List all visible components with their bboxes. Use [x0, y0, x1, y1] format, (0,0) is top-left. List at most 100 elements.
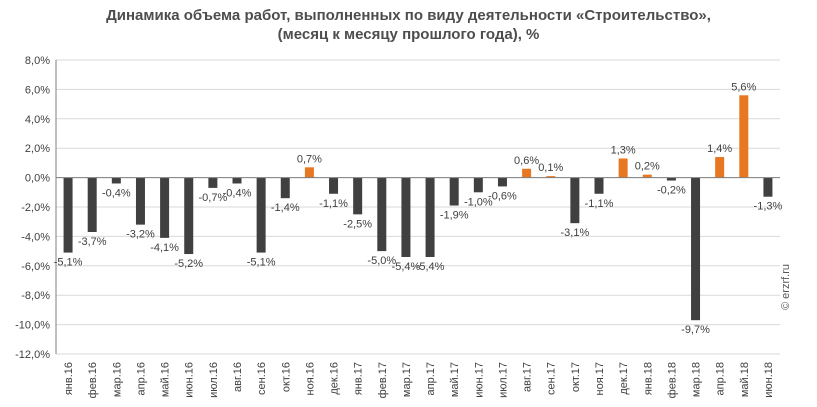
x-tick-label: июн.16	[184, 362, 196, 398]
value-label: -9,7%	[681, 324, 710, 336]
value-label: -5,1%	[247, 257, 276, 269]
x-tick-label: май.16	[160, 362, 172, 397]
y-tick-label: -6,0%	[21, 261, 50, 273]
value-label: -1,4%	[271, 202, 300, 214]
y-tick-label: -12,0%	[15, 349, 50, 361]
x-tick-label: окт.17	[570, 362, 582, 392]
bar	[425, 177, 435, 257]
value-label: 0,7%	[297, 153, 322, 165]
x-tick-label: ноя.16	[304, 362, 316, 395]
bar	[497, 177, 507, 187]
x-tick-label: дек.17	[618, 362, 630, 395]
value-label: 5,6%	[731, 81, 756, 93]
bar	[763, 177, 773, 197]
x-tick-label: сен.16	[256, 362, 268, 395]
chart-title-line-2: (месяц к месяцу прошлого года), %	[277, 26, 540, 43]
y-tick-label: -10,0%	[15, 320, 50, 332]
bar	[546, 176, 556, 178]
x-tick-label: янв.18	[642, 362, 654, 395]
bar	[135, 177, 145, 225]
x-tick-label: мар.16	[111, 362, 123, 397]
value-label: -5,4%	[416, 261, 445, 273]
value-label: -0,4%	[102, 187, 131, 199]
x-tick-label: фев.18	[666, 362, 678, 398]
chart-title: Динамика объема работ, выполненных по ви…	[0, 6, 817, 44]
bar	[184, 177, 194, 255]
value-label: -1,1%	[319, 198, 348, 210]
bar	[401, 177, 411, 257]
value-label: 1,4%	[707, 143, 732, 155]
value-label: -5,2%	[174, 258, 203, 270]
value-label: -1,9%	[440, 210, 469, 222]
y-tick-label: -8,0%	[21, 290, 50, 302]
bar	[618, 158, 628, 178]
value-label: -3,2%	[126, 229, 155, 241]
bar	[642, 174, 652, 178]
bar	[63, 177, 73, 253]
x-tick-label: авг.16	[232, 362, 244, 392]
x-tick-label: июн.17	[473, 362, 485, 398]
x-tick-label: ноя.17	[594, 362, 606, 395]
bar	[691, 177, 701, 321]
value-label: -0,7%	[198, 192, 227, 204]
value-label: 0,6%	[514, 155, 539, 167]
x-tick-label: сен.17	[546, 362, 558, 395]
bar	[715, 157, 725, 178]
bar	[304, 167, 314, 178]
y-tick-label: 0,0%	[25, 173, 50, 185]
x-tick-label: окт.16	[280, 362, 292, 392]
y-tick-label: 6,0%	[25, 84, 50, 96]
value-label: -4,1%	[150, 242, 179, 254]
value-label: -2,5%	[343, 218, 372, 230]
value-label: -0,4%	[223, 187, 252, 199]
value-label: -1,0%	[464, 196, 493, 208]
bar	[232, 177, 242, 184]
bar	[377, 177, 387, 252]
bar	[111, 177, 121, 184]
x-tick-label: июл.17	[497, 362, 509, 398]
x-tick-label: мар.17	[401, 362, 413, 397]
value-label: 0,1%	[538, 162, 563, 174]
x-tick-label: фев.16	[87, 362, 99, 398]
bar	[280, 177, 290, 199]
x-tick-label: апр.18	[715, 362, 727, 395]
x-tick-label: янв.17	[353, 362, 365, 395]
y-tick-label: 4,0%	[25, 114, 50, 126]
bar	[594, 177, 604, 194]
x-tick-label: апр.16	[135, 362, 147, 395]
y-tick-label: 2,0%	[25, 143, 50, 155]
y-tick-label: -4,0%	[21, 231, 50, 243]
bar	[570, 177, 580, 224]
x-tick-label: дек.16	[329, 362, 341, 395]
value-label: 0,2%	[635, 161, 660, 173]
bar	[353, 177, 363, 215]
value-label: -5,0%	[367, 255, 396, 267]
value-label: -0,6%	[488, 190, 517, 202]
watermark: © erzrf.ru	[780, 264, 792, 310]
value-label: -1,3%	[754, 201, 783, 213]
x-tick-label: апр.17	[425, 362, 437, 395]
bar	[87, 177, 97, 232]
y-tick-label: 8,0%	[25, 55, 50, 67]
value-label: -5,4%	[392, 261, 421, 273]
bar	[256, 177, 266, 253]
value-label: -1,1%	[585, 198, 614, 210]
bar	[449, 177, 459, 206]
value-label: -0,2%	[657, 185, 686, 197]
x-tick-label: фев.17	[377, 362, 389, 398]
y-tick-label: -2,0%	[21, 202, 50, 214]
chart-title-line-1: Динамика объема работ, выполненных по ви…	[106, 7, 711, 24]
bar	[666, 177, 676, 181]
bar	[739, 95, 749, 178]
x-tick-label: мар.18	[691, 362, 703, 397]
value-label: -3,1%	[560, 227, 589, 239]
x-tick-label: авг.17	[522, 362, 534, 392]
x-tick-label: май.17	[449, 362, 461, 397]
x-tick-label: янв.16	[63, 362, 75, 395]
value-label: -5,1%	[54, 257, 83, 269]
bar	[160, 177, 170, 238]
bar	[329, 177, 339, 194]
bar	[208, 177, 218, 188]
x-tick-label: май.18	[739, 362, 751, 397]
